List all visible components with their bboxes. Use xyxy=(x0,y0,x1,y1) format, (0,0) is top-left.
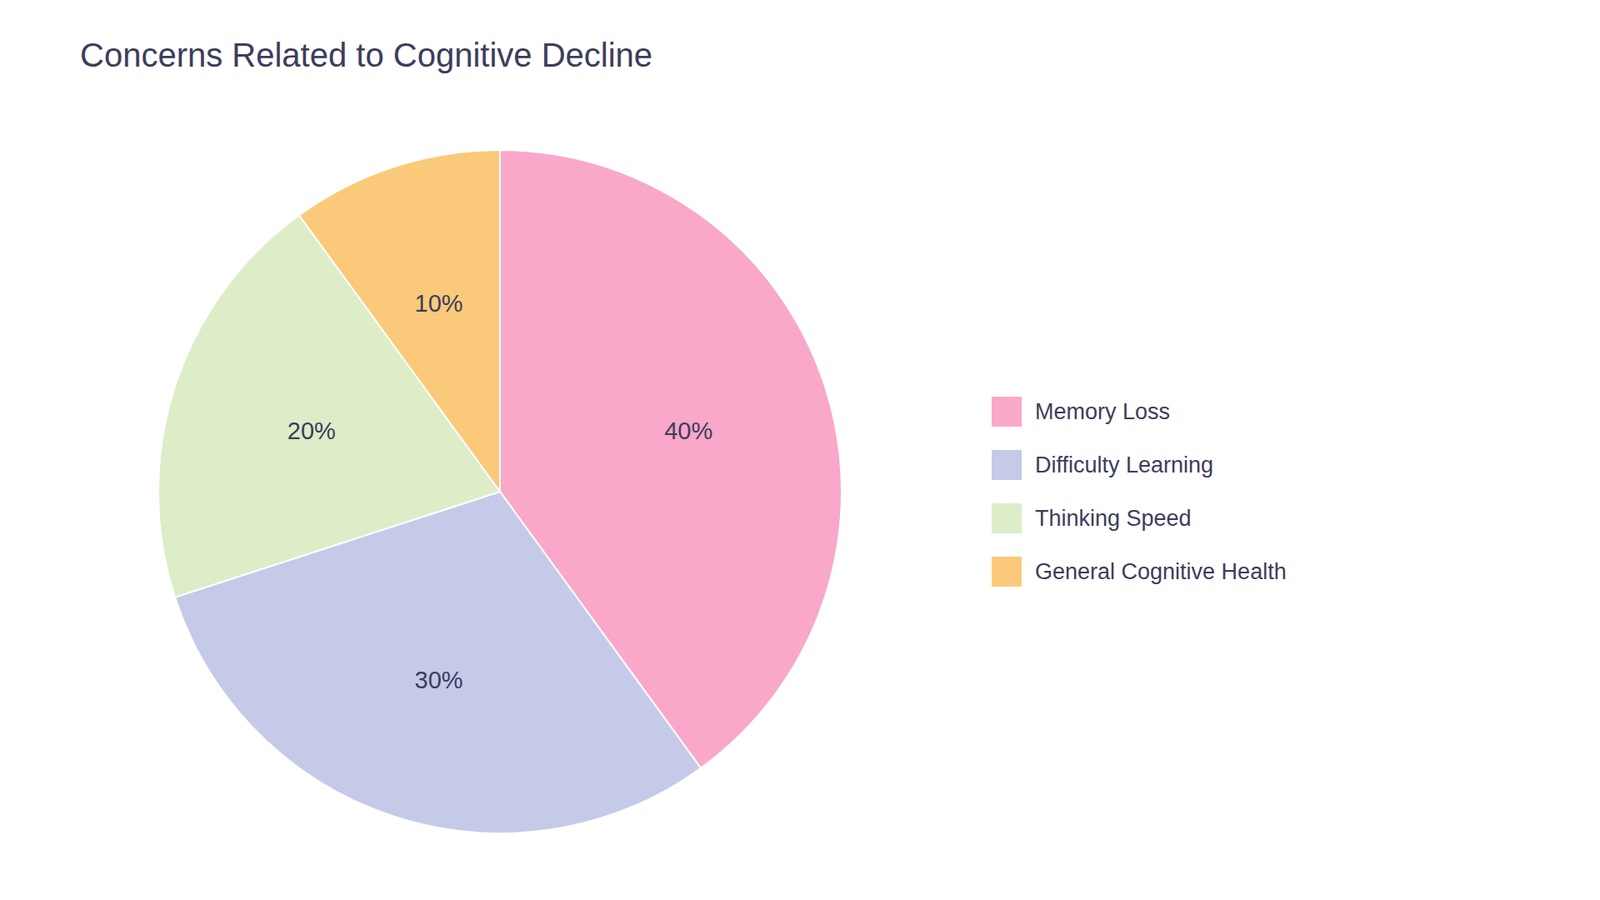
data-label: 20% xyxy=(287,417,336,445)
data-label: 40% xyxy=(664,417,713,445)
legend-swatch xyxy=(991,503,1022,534)
legend-swatch xyxy=(991,396,1022,427)
legend-item: General Cognitive Health xyxy=(991,556,1287,587)
legend: Memory Loss Difficulty Learning Thinking S… xyxy=(991,396,1287,587)
pie xyxy=(158,150,842,834)
title: Concerns Related to Cognitive Decline xyxy=(80,36,653,74)
data-label: 30% xyxy=(414,666,463,694)
data-labels: 40% 30% 20% 10% xyxy=(287,290,713,694)
legend-swatch xyxy=(991,450,1022,480)
legend-label: General Cognitive Health xyxy=(1035,559,1287,585)
legend-swatch xyxy=(991,556,1022,587)
legend-label: Memory Loss xyxy=(1035,399,1170,425)
chart: Concerns Related to Cognitive Decline 40%… xyxy=(0,0,1600,900)
legend-label: Thinking Speed xyxy=(1035,505,1192,531)
legend-item: Thinking Speed xyxy=(991,503,1192,534)
legend-item: Memory Loss xyxy=(991,396,1170,427)
legend-label: Difficulty Learning xyxy=(1035,452,1214,478)
data-label: 10% xyxy=(414,290,463,317)
legend-item: Difficulty Learning xyxy=(991,450,1214,480)
